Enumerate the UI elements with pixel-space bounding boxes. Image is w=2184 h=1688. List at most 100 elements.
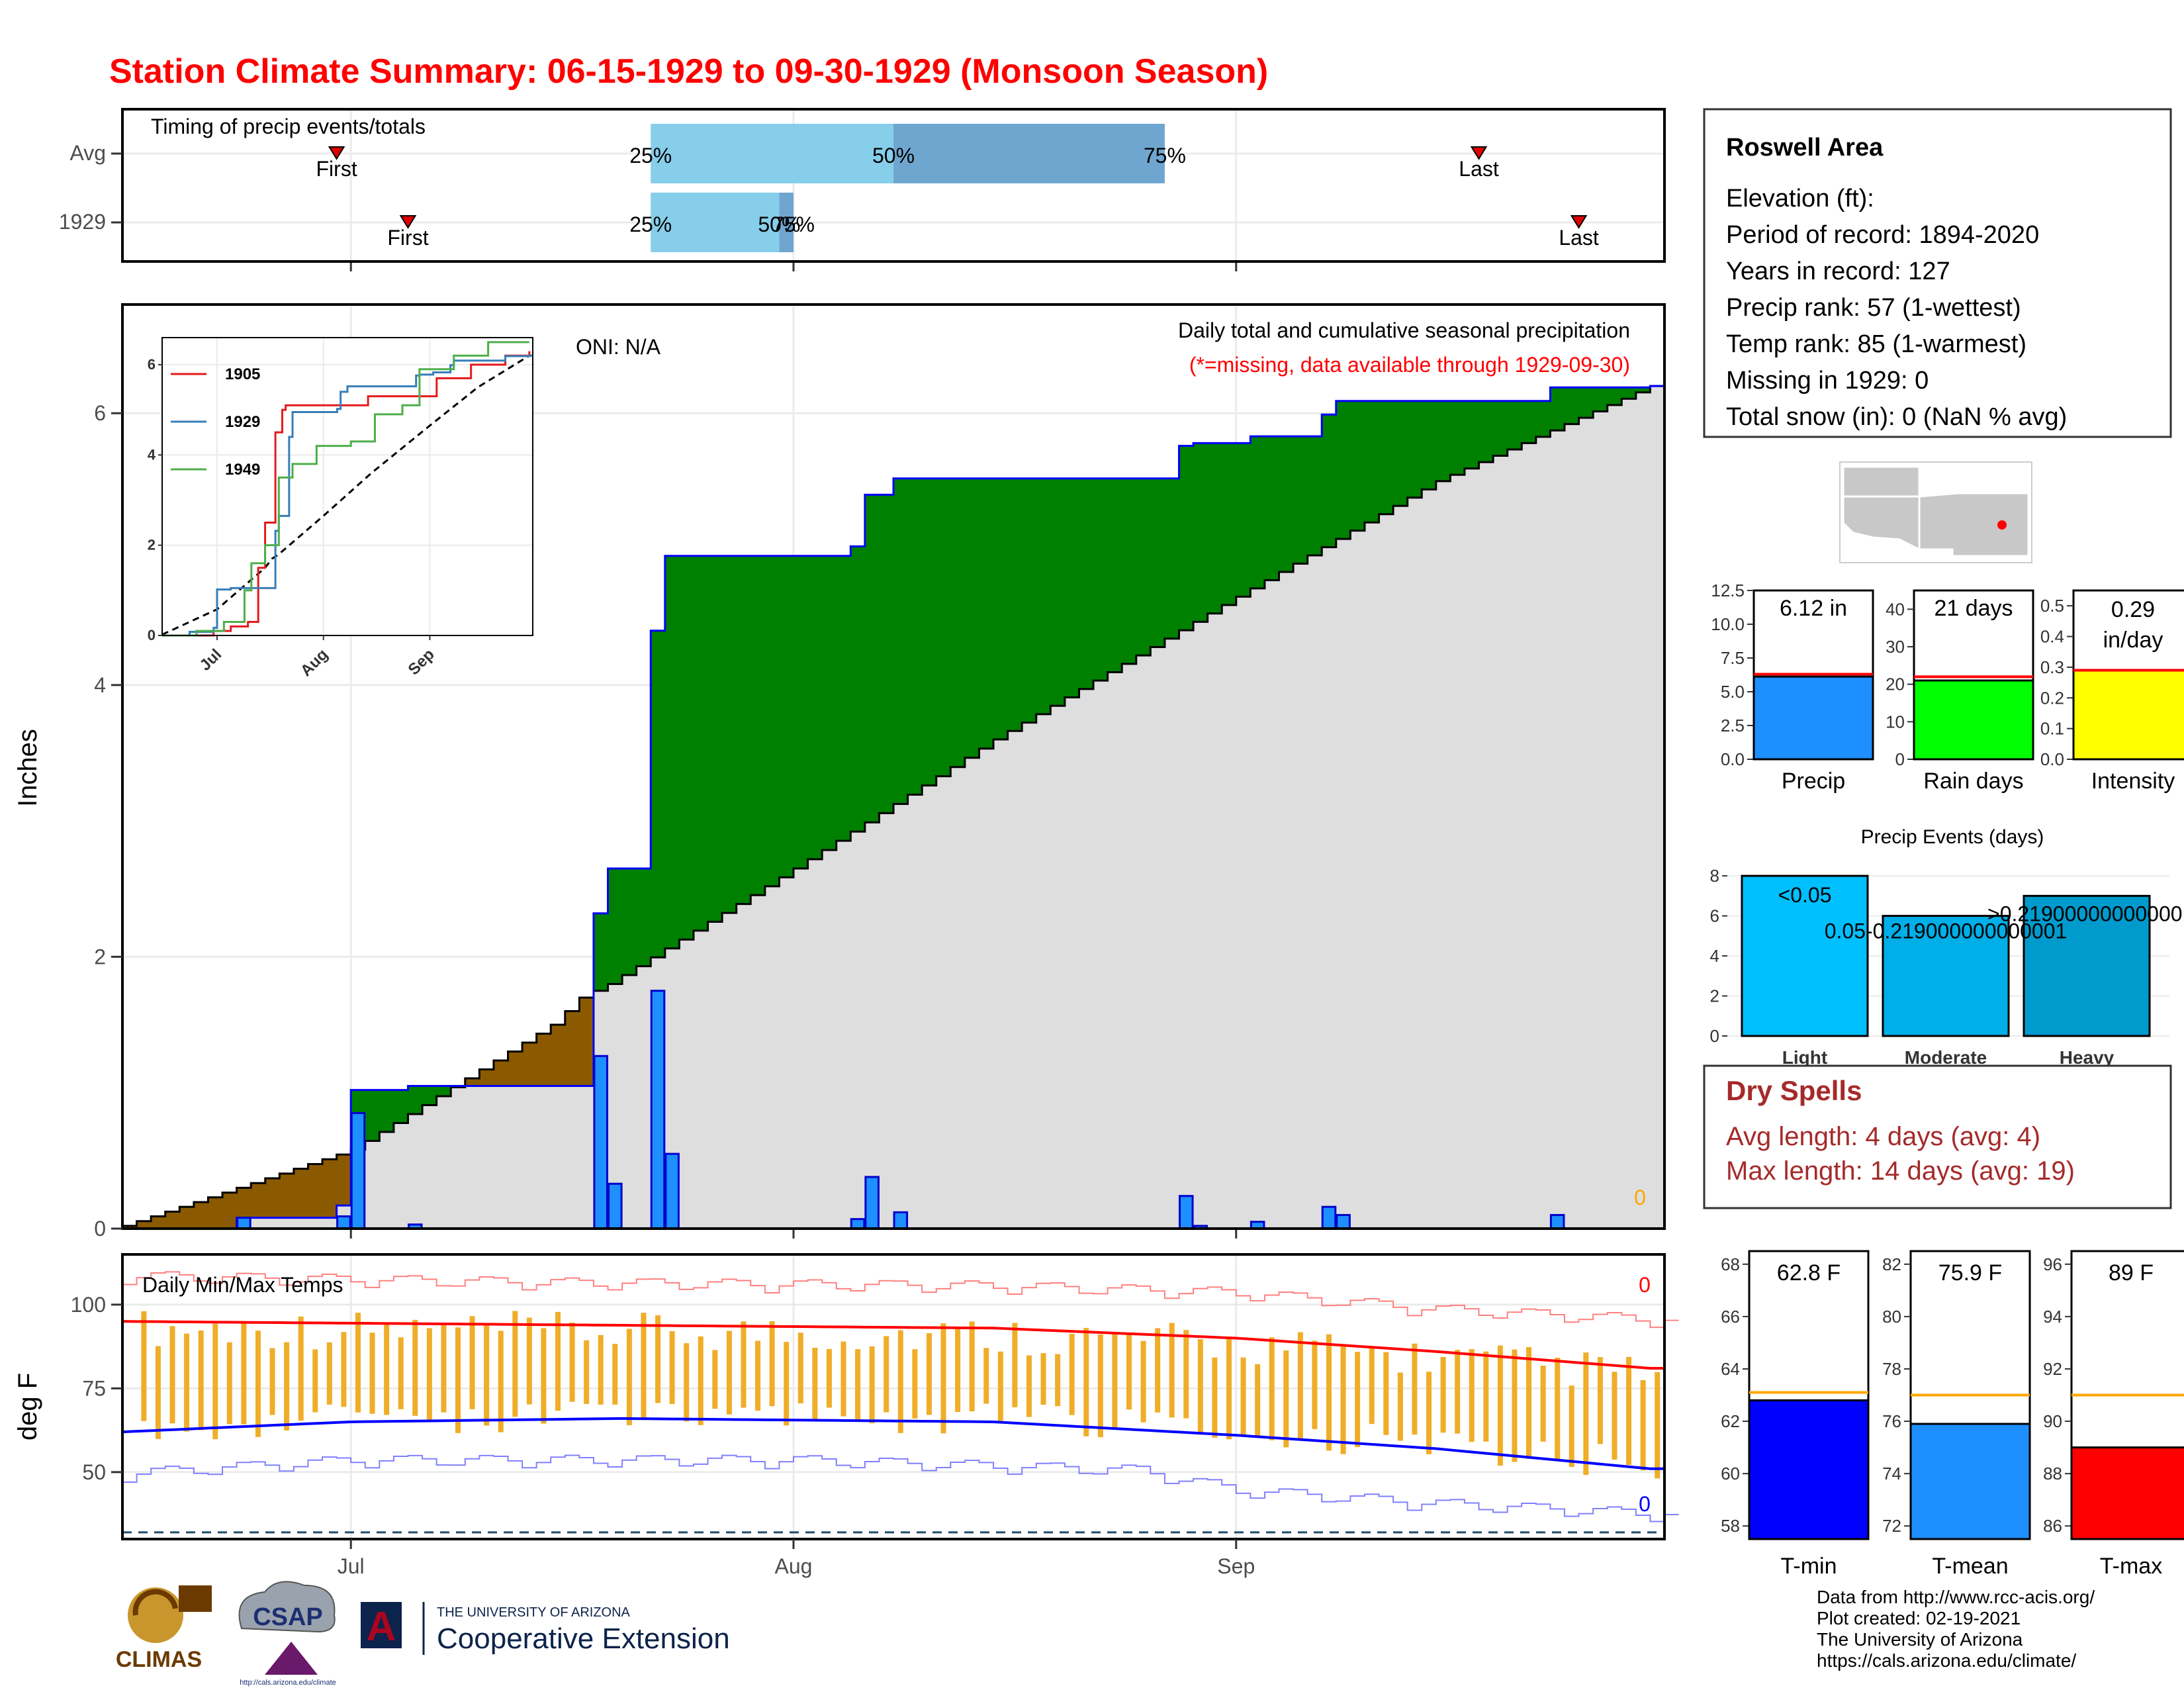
info-box: Roswell Area Elevation (ft): Period of re… [1703,108,2172,438]
temp-summary-value-1: 75.9 F [1938,1260,2002,1286]
csap-logo[interactable]: CSAP http://cals.arizona.edu/climate [238,1581,336,1687]
surplus-area-segment [1578,387,1594,418]
surplus-area-segment [1621,387,1637,399]
temp-xtick-label: Aug [775,1554,813,1578]
surplus-area-segment [1393,400,1408,506]
surplus-area-segment [608,868,623,984]
summary-ytick-label: 12.5 [1711,581,1745,600]
temp-missing-min: 0 [1639,1492,1651,1516]
ua-big-text: Cooperative Extension [437,1622,730,1655]
inset-legend-label-1949: 1949 [225,461,260,479]
surplus-area-segment [1022,478,1037,723]
events-text-heavy: >0.219000000000001 [1987,902,2184,925]
temp-summary-ytick-label: 88 [2043,1464,2062,1483]
events-label-light: Light [1782,1047,1827,1068]
avg-tmin-line [122,1417,1664,1470]
inset-ytick-label: 6 [148,356,156,373]
surplus-area-segment [807,555,823,860]
surplus-area-segment [1607,387,1622,405]
surplus-area-segment [722,555,737,914]
deficit-area-segment [308,1164,323,1218]
surplus-area-segment [864,494,880,823]
surplus-area-segment [879,494,894,814]
surplus-area-segment [836,555,851,841]
timing-avg-25-label: 25% [629,144,672,167]
timing-avg-75-label: 75% [1144,144,1186,167]
inset-legend-label-1929: 1929 [225,413,260,431]
info-line: Precip rank: 57 (1-wettest) [1726,294,2021,322]
dry-spells-title: Dry Spells [1726,1075,1862,1106]
summary-label-0: Precip [1782,769,1845,794]
surplus-area-segment [907,478,923,795]
info-line: Temp rank: 85 (1-warmest) [1726,330,2026,358]
timing-avg-q1-q2-bar [651,124,893,183]
surplus-area-segment [1050,478,1066,706]
deficit-area-segment [493,1060,508,1086]
events-title: Precip Events (days) [1861,826,2044,848]
summary-ytick-label: 10 [1886,712,1905,731]
surplus-area-segment [1007,478,1023,731]
csap-mountain-icon [265,1642,318,1675]
daily-precip-bar [1549,1213,1565,1230]
temp-label: Daily Min/Max Temps [142,1273,343,1297]
deficit-area-segment [479,1069,494,1086]
daily-precip-bar [336,1215,351,1230]
precip-panel: Inches ONI: N/A Daily total and cumulati… [13,303,1666,1241]
deficit-area-segment [508,1051,523,1086]
deficit-area-segment [208,1197,223,1229]
temp-summary-ytick-label: 60 [1721,1464,1740,1483]
temp-summary-charts: 58 60 62 64 66 68 62.8 F T-min 72 74 76 78 80 82 75.9 … [1721,1250,2184,1579]
daily-precip-bar [850,1218,866,1230]
avg-cumulative-line [122,385,1664,1227]
surplus-area-segment [707,555,723,922]
surplus-area-segment [679,555,694,940]
timing-1929-first-marker-icon [399,215,417,229]
csap-cloud-icon [238,1581,336,1633]
locator-map [1839,461,2032,563]
inset-line-1949 [162,341,529,637]
ua-logo[interactable]: A THE UNIVERSITY OF ARIZONA Cooperative … [361,1602,730,1655]
footer-credits: Data from http://www.rcc-acis.org/ Plot … [1817,1587,2095,1671]
temp-summary-ytick-label: 74 [1882,1464,1901,1483]
summary-bar-charts: 0.0 2.5 5.0 7.5 10.0 12.5 6.12 in Precip 0 10 20 30… [1711,581,2184,794]
surplus-area-segment [1264,436,1279,581]
missing-note: (*=missing, data available through 1929-… [1189,353,1630,377]
daily-precip-bar [236,1217,251,1230]
missing-count: 0 [1634,1186,1646,1209]
surplus-area-segment [1479,400,1494,463]
inset-ytick-label: 2 [148,537,156,553]
inset-ytick-label: 0 [148,627,156,643]
surplus-area-segment [1593,387,1608,412]
surplus-area-segment [779,555,794,878]
surplus-area-segment [1093,478,1109,681]
temp-summary-ytick-label: 96 [2043,1254,2062,1274]
surplus-area-segment [1122,478,1137,664]
surplus-area-segment [1179,445,1194,631]
temp-summary-ytick-label: 76 [1882,1411,1901,1431]
deficit-area-segment [565,1011,580,1086]
deficit-area-segment [222,1192,238,1229]
events-label-heavy: Heavy [2060,1047,2115,1068]
summary-bar-0 [1752,675,1874,761]
temp-summary-ytick-label: 58 [1721,1516,1740,1536]
summary-ytick-label: 0.4 [2040,627,2064,647]
surplus-area-segment [1064,478,1079,698]
surplus-area-segment [1079,478,1094,689]
surplus-area-segment [1364,400,1380,523]
surplus-area-segment [693,555,709,931]
inset-ytick-label: 4 [148,446,156,463]
page-title: Station Climate Summary: 06-15-1929 to 0… [109,52,1268,91]
temp-summary-value-2: 89 F [2109,1260,2154,1286]
daily-precip-bar [593,1055,609,1230]
temp-xtick-label: Sep [1217,1554,1255,1578]
temp-panel: Daily Min/Max Temps deg F 0 0 50 75 100 Ju… [13,1253,1679,1578]
surplus-area-segment [993,478,1009,739]
deficit-area-segment [551,1025,566,1086]
summary-ytick-label: 0.2 [2040,688,2064,708]
summary-ytick-label: 0.1 [2040,719,2064,739]
deficit-area-segment [193,1201,208,1229]
surplus-area-segment [436,1086,451,1096]
events-ytick-label: 4 [1710,946,1719,966]
surplus-area-segment [1307,436,1322,556]
climas-logo[interactable]: CLIMAS [116,1585,212,1672]
